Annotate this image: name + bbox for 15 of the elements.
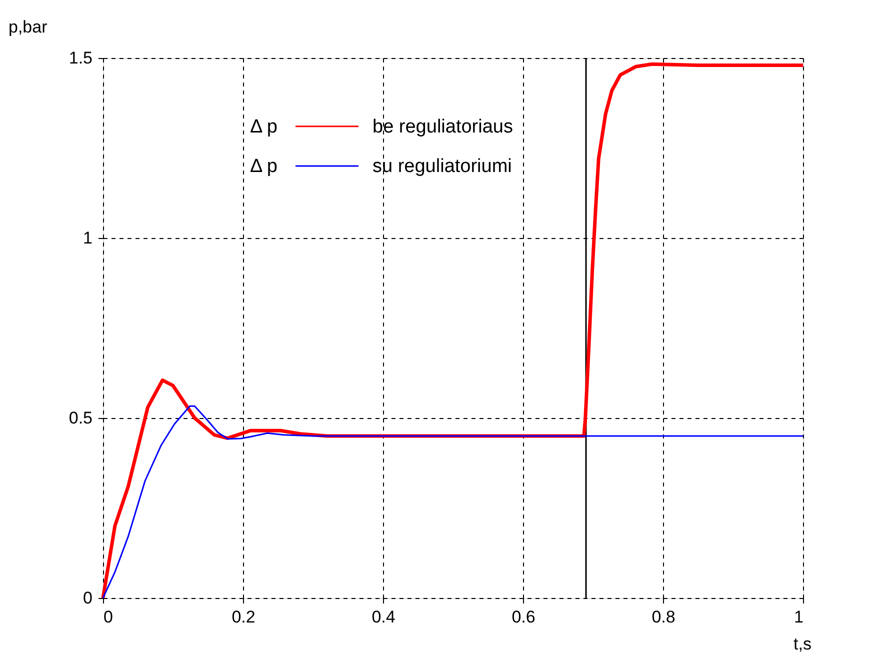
x-tick-label: 1 — [794, 608, 804, 626]
y-tick-label: 0.5 — [68, 408, 92, 428]
x-tick-label: 0 — [104, 608, 113, 626]
y-tick-label: 1.5 — [68, 48, 92, 68]
y-tick-label: 0 — [83, 588, 92, 608]
x-tick-label: 0.6 — [512, 608, 536, 626]
annotation: Δ p — [250, 156, 278, 177]
y-tick-label: 1 — [83, 228, 92, 248]
x-axis-title: t,s — [794, 634, 812, 654]
x-tick-label: 0.2 — [232, 608, 256, 626]
x-tick-label: 0.8 — [652, 608, 676, 626]
legend-label: be reguliatoriaus — [372, 116, 513, 138]
y-axis-title: p,bar — [8, 18, 48, 36]
annotation: Δ p — [250, 116, 278, 138]
x-tick-label: 0.4 — [372, 608, 396, 626]
